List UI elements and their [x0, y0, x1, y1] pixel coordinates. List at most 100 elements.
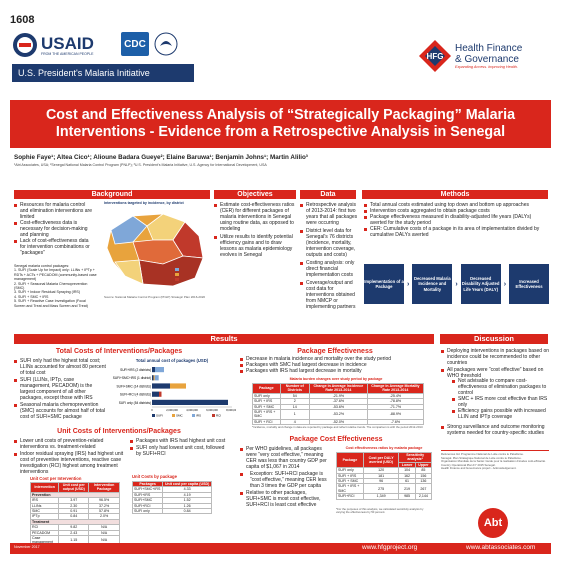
- table-cell: -88.9%: [366, 409, 425, 420]
- methods-bullet: Total annual costs estimated using top d…: [364, 202, 548, 208]
- background-bullet: Resources for malaria control and elimin…: [14, 202, 94, 220]
- hfg-name-1: Health Finance: [455, 43, 523, 54]
- table-header: Change in Average Mortality Rate 2013-20…: [366, 383, 425, 394]
- bar-segment: [152, 367, 155, 373]
- discussion-bullet: Strong surveillance and outcome monitori…: [441, 424, 549, 436]
- ce-table-title: Cost effectiveness ratios by malaria pac…: [345, 446, 423, 450]
- reference-item: Organisation Mondiale de la Santé: Guide…: [441, 459, 546, 464]
- discussion-bullets-last: Strong surveillance and outcome monitori…: [441, 424, 549, 436]
- ce-bullets: Per WHO guidelines, all packages were “v…: [240, 446, 332, 508]
- table-row: SUFI + RCI 4 -52.0% -7.6%: [252, 418, 425, 426]
- table-cell: -78.8%: [366, 398, 425, 405]
- table-cell: 275: [362, 483, 400, 495]
- pkg-table-title: Unit Costs by package: [132, 474, 177, 479]
- effect-bullet: Packages with SMC had largest decrease i…: [240, 362, 432, 368]
- table-header: Unit cost per capita (USD): [162, 480, 212, 488]
- table-cell: SUFI + IRS + SMC: [252, 409, 281, 420]
- table-header: Number of Districts: [279, 383, 310, 394]
- footer-url-abt[interactable]: www.abtassociates.com: [466, 544, 536, 551]
- usaid-tagline: FROM THE AMERICAN PEOPLE: [41, 51, 94, 56]
- legend-label: IRS: [196, 414, 201, 418]
- package-item: 5. SUFI + Reactive Case Investigation (F…: [14, 299, 88, 308]
- table-cell: 3.97: [58, 497, 90, 504]
- background-bullet: Lack of cost-effectiveness data for inte…: [14, 238, 94, 256]
- discussion-bullet: Deploying interventions in packages base…: [441, 348, 549, 366]
- table-cell: -7.6%: [366, 418, 425, 426]
- footer-url-hfg[interactable]: www.hfgproject.org: [362, 544, 418, 551]
- reference-item: Sénégal. Plan Stratégique National de Lu…: [441, 455, 522, 460]
- table-cell: 96.5%: [88, 497, 120, 504]
- unit-bullet: SUFI only had lowest unit cost, followed…: [130, 445, 226, 457]
- table-cell: 0.84: [58, 513, 90, 520]
- table-cell: SUFI+RCI: [336, 493, 364, 500]
- x-tick-label: 4,000,000: [186, 408, 198, 412]
- table-cell: 2.0%: [88, 513, 120, 520]
- x-tick-label: 2,000,000: [166, 408, 178, 412]
- costs-bullet: SUFI only had the highest total cost; LL…: [14, 358, 106, 376]
- table-header: Sensitivity analysis*: [398, 452, 432, 463]
- table-header: Change in Average Incidence Rate 2013-20…: [308, 383, 368, 394]
- table-row: SUFI+IRS 4.19: [131, 491, 212, 499]
- table-cell: 1.52: [162, 497, 212, 504]
- ce-note: *For the purposes of this analysis, we c…: [336, 507, 424, 515]
- methods-bullets: Total annual costs estimated using top d…: [364, 202, 548, 238]
- hfg-tagline: Expanding Access. Improving Health.: [455, 65, 518, 69]
- reference-item: Country Operational Plan FY 2015 Senegal…: [441, 462, 496, 467]
- table-cell: N/A: [88, 529, 120, 537]
- abt-wordmark: Abt: [483, 517, 503, 529]
- table-cell: 2: [279, 398, 310, 405]
- table-row: SUFI only 0.84: [131, 507, 212, 515]
- discussion-header: Discussion: [440, 334, 548, 344]
- flow-arrow-icon: ›: [407, 280, 410, 288]
- legend-label: SMC: [176, 414, 184, 418]
- map-title: Interventions targeted by incidence, by …: [104, 201, 184, 205]
- pmi-label: U.S. President's Malaria Initiative: [18, 68, 150, 78]
- table-cell: PECADOM: [29, 529, 60, 537]
- data-bullet: District level data for Senegal's 76 dis…: [300, 228, 358, 258]
- table-cell: 219: [398, 483, 416, 495]
- category-label: SUFI+IRS (2 districts): [120, 368, 151, 372]
- table-cell: 162: [398, 472, 416, 480]
- hhs-eagle-icon: [154, 32, 178, 56]
- table-cell: 37.2%: [88, 502, 120, 510]
- cost-effectiveness-table: Package Cost per DALY averted (USD) Sens…: [336, 451, 433, 500]
- methods-bullet: CER: Cumulative costs of a package in it…: [364, 226, 548, 238]
- costs-bullets: SUFI only had the highest total cost; LL…: [14, 358, 106, 420]
- reference-item: Health Finance and Governance project - …: [441, 466, 517, 471]
- legend-swatch: [212, 414, 215, 417]
- table-cell: 4.33: [162, 486, 212, 493]
- table-row: SUFI + SMC 96 61 136: [336, 477, 433, 485]
- legend-swatch: [192, 414, 195, 417]
- costs-title: Total Costs of Interventions/Packages: [55, 348, 183, 355]
- flow-step-daly: Decreased Disability Adjusted Life Years…: [460, 264, 501, 304]
- table-row: SUFI + IRS + SMC 1 -53.2% -88.9%: [252, 409, 425, 420]
- bar-segment: [152, 391, 159, 397]
- poster-number: 1608: [10, 14, 35, 26]
- cost-table-title: Unit Cost per Intervention: [30, 476, 82, 481]
- effect-table-title: Malaria burden changes over study period…: [289, 377, 383, 381]
- package-item: 3. SUFI + Indoor Residual Spraying (IRS): [14, 290, 81, 295]
- packages-list: Senegal malaria control packages: 1. SUF…: [14, 264, 98, 308]
- legend-label: RCI: [216, 414, 221, 418]
- senegal-map: [103, 208, 209, 294]
- table-cell: -52.0%: [308, 418, 368, 426]
- table-header: Packages: [131, 480, 164, 488]
- title-banner: Cost and Effectiveness Analysis of “Stra…: [10, 100, 551, 148]
- table-header: Intervention Package: [88, 482, 120, 493]
- background-bullets: Resources for malaria control and elimin…: [14, 202, 94, 256]
- legend-swatch: [152, 414, 155, 417]
- x-tick-label: 8,000,000: [226, 408, 236, 412]
- table-cell: SUFI+SMC: [131, 497, 164, 504]
- bar-segment: [153, 375, 155, 381]
- data-bullet: Costing analysis: only direct financial …: [300, 260, 358, 278]
- legend-label: SUFI: [156, 414, 163, 418]
- costs-bullet: Seasonal malaria chemoprevention (SMC) a…: [14, 402, 106, 420]
- hfg-name-2: & Governance: [455, 54, 519, 65]
- effect-bullet: Decrease in malaria incidence and mortal…: [240, 356, 432, 362]
- bar-segment: [152, 375, 154, 381]
- objectives-bullet: Estimate cost-effectiveness ratios (CER)…: [214, 202, 296, 232]
- effect-title: Package Effectiveness: [297, 348, 373, 355]
- table-row: SUFI+SMC+IRS 4.33: [131, 486, 212, 493]
- hfg-diamond-icon: HFG: [419, 40, 451, 72]
